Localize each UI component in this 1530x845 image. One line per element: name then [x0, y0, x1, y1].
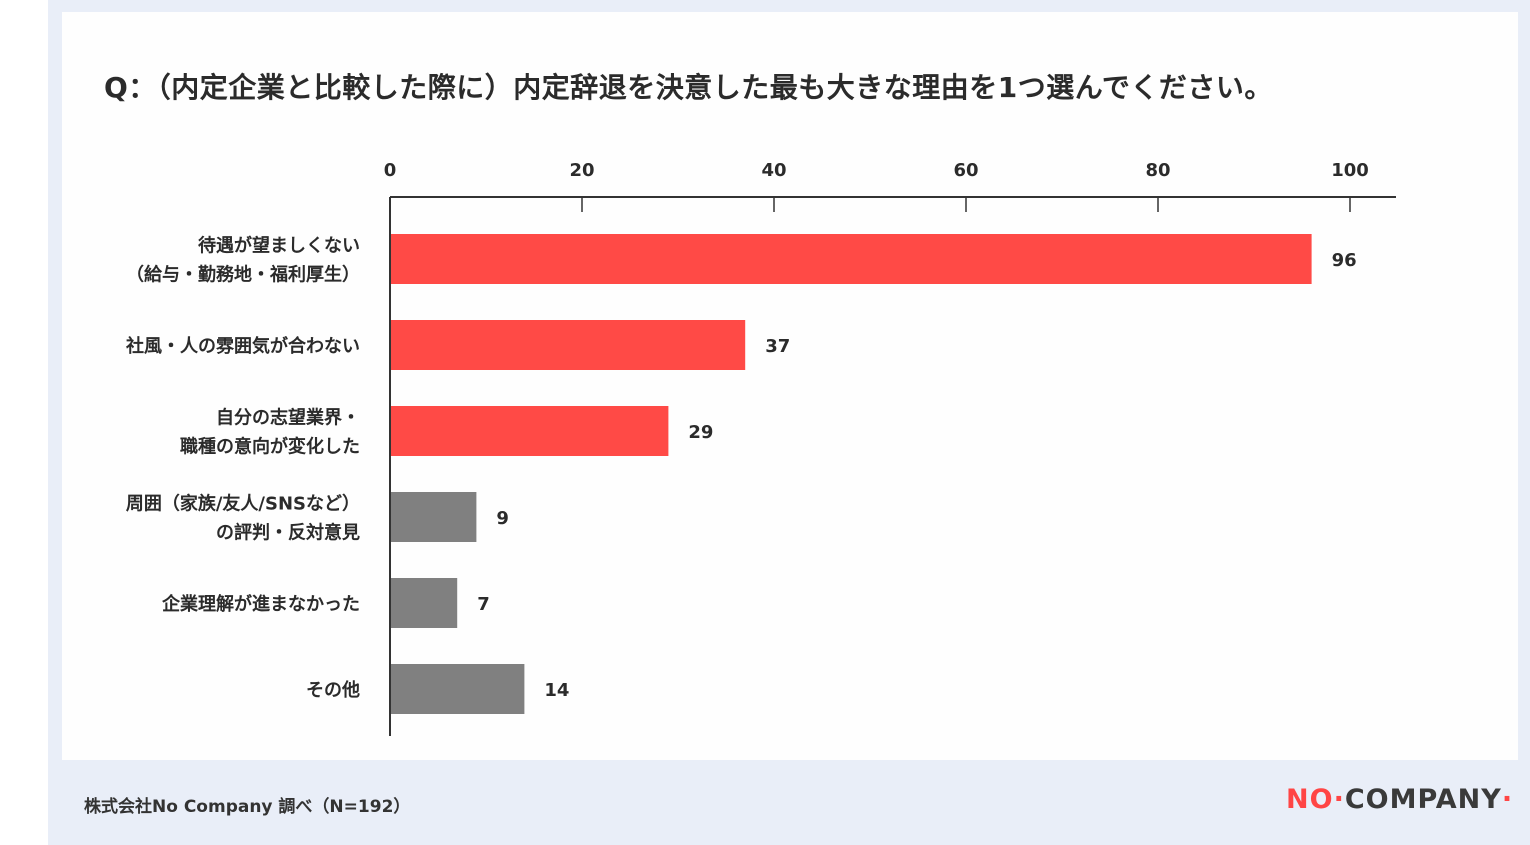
x-tick-label: 20	[569, 160, 594, 181]
logo-dot: ·	[1333, 784, 1345, 815]
category-label: （給与・勤務地・福利厚生）	[126, 264, 360, 286]
logo-no: NO	[1286, 784, 1334, 815]
bar-value-label: 37	[765, 336, 790, 357]
x-tick-label: 0	[384, 160, 397, 181]
chart-title: Q：（内定企業と比較した際に）内定辞退を決意した最も大きな理由を1つ選んでくださ…	[104, 71, 1273, 104]
x-tick-label: 40	[761, 160, 786, 181]
category-label: 待遇が望ましくない	[198, 235, 360, 257]
logo-company: COMPANY	[1344, 784, 1502, 815]
bar	[391, 578, 458, 628]
bar-value-label: 9	[496, 508, 509, 529]
source-note: 株式会社No Company 調べ（N=192）	[84, 797, 411, 817]
company-logo: NO·COMPANY·	[1286, 784, 1513, 815]
bar	[391, 664, 525, 714]
chart-card	[62, 12, 1518, 760]
category-label: の評判・反対意見	[216, 522, 360, 544]
bar-value-label: 29	[688, 422, 713, 443]
bar	[391, 406, 669, 456]
logo-end-dot: ·	[1501, 784, 1514, 815]
category-label: 周囲（家族/友人/SNSなど）	[126, 493, 360, 515]
bar-value-label: 14	[544, 680, 569, 701]
bar	[391, 234, 1312, 284]
category-label: 自分の志望業界・	[216, 407, 360, 429]
category-label: 社風・人の雰囲気が合わない	[126, 335, 360, 357]
category-label: 企業理解が進まなかった	[161, 593, 360, 615]
bar-value-label: 96	[1332, 250, 1357, 271]
category-label: その他	[306, 679, 360, 701]
x-tick-label: 60	[953, 160, 978, 181]
category-label: 職種の意向が変化した	[180, 436, 360, 458]
x-tick-label: 80	[1145, 160, 1170, 181]
bar-value-label: 7	[477, 594, 490, 615]
bar	[391, 320, 746, 370]
bar	[391, 492, 477, 542]
x-tick-label: 100	[1331, 160, 1369, 181]
